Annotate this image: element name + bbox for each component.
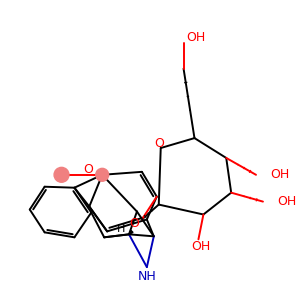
Text: OH: OH [191, 240, 210, 253]
Circle shape [96, 168, 109, 181]
Text: O: O [83, 163, 93, 176]
Text: O: O [154, 136, 164, 150]
Text: OH: OH [270, 168, 289, 181]
Circle shape [54, 167, 69, 182]
Polygon shape [129, 230, 133, 234]
Text: H: H [117, 224, 125, 234]
Text: OH: OH [187, 32, 206, 44]
Text: O: O [129, 217, 139, 230]
Text: OH: OH [277, 195, 296, 208]
Text: NH: NH [137, 269, 156, 283]
